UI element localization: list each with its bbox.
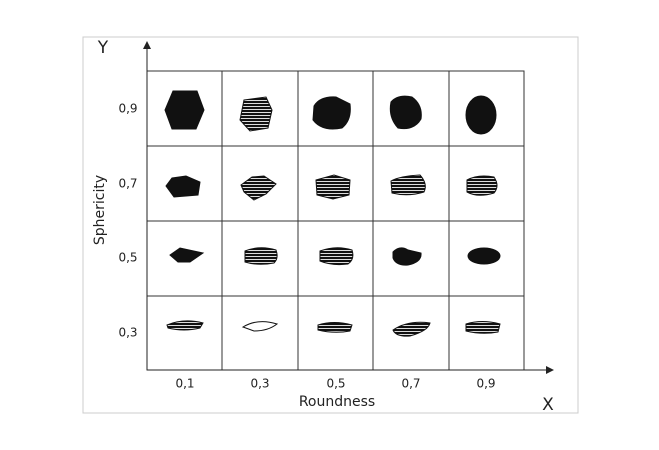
column-label: 0,5 <box>326 377 345 391</box>
y-arrow-label: Y <box>97 38 109 58</box>
row-label: 0,7 <box>118 177 137 191</box>
row-label: 0,3 <box>118 326 137 340</box>
card <box>82 36 579 414</box>
column-label: 0,3 <box>250 377 269 391</box>
x-title: Roundness <box>299 394 375 410</box>
column-label: 0,7 <box>401 377 420 391</box>
row-label: 0,5 <box>118 251 137 265</box>
row-label: 0,9 <box>118 102 137 116</box>
x-arrow-label: X <box>542 395 554 415</box>
column-label: 0,9 <box>476 377 495 391</box>
grains <box>164 90 501 337</box>
column-label: 0,1 <box>175 377 194 391</box>
y-title: Sphericity <box>92 175 108 245</box>
